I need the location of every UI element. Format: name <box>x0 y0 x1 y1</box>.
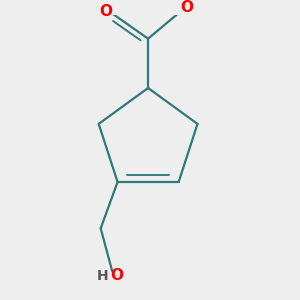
Text: O: O <box>110 268 123 283</box>
Text: O: O <box>99 4 112 19</box>
Text: H: H <box>97 269 109 283</box>
Text: O: O <box>180 0 193 15</box>
